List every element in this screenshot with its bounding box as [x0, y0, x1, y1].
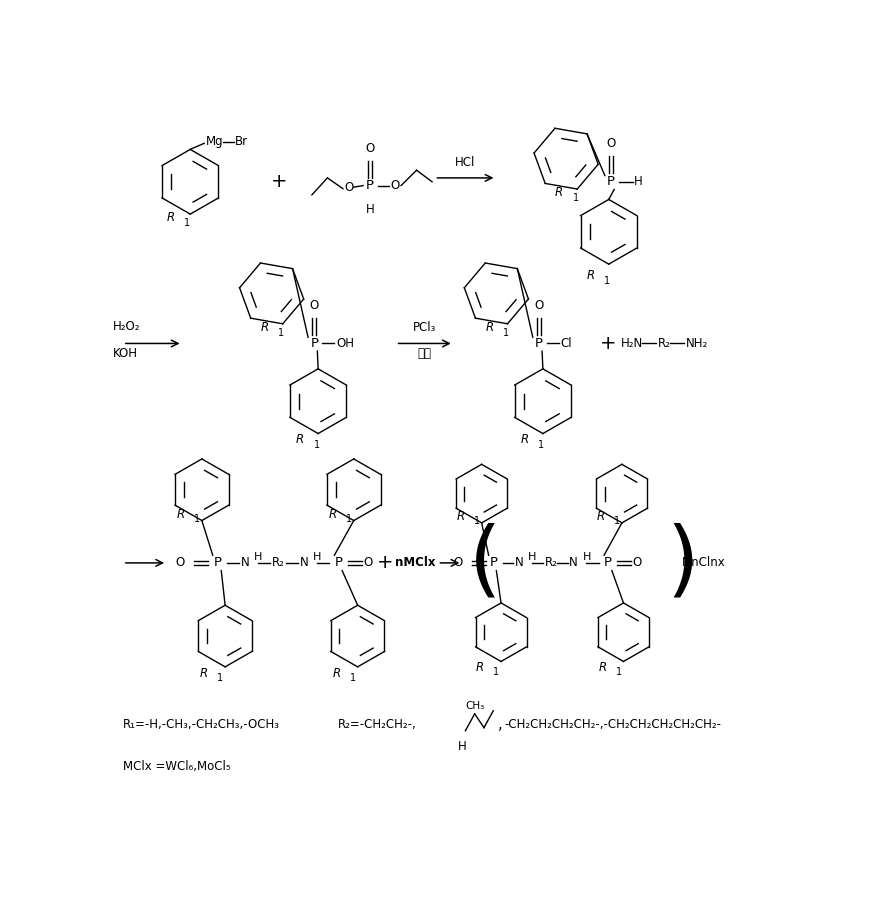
- Text: 1: 1: [314, 440, 320, 450]
- Text: R: R: [521, 433, 529, 446]
- Text: O: O: [309, 299, 319, 312]
- Text: R: R: [166, 212, 175, 224]
- Text: +: +: [271, 172, 287, 191]
- Text: R₁=-H,-CH₃,-CH₂CH₃,-OCH₃: R₁=-H,-CH₃,-CH₂CH₃,-OCH₃: [123, 718, 280, 731]
- Text: MnClnx: MnClnx: [682, 557, 726, 569]
- Text: 1: 1: [538, 440, 544, 450]
- Text: R₂: R₂: [272, 557, 285, 569]
- Text: N: N: [570, 557, 578, 569]
- Text: PCl₃: PCl₃: [413, 321, 436, 334]
- Text: R: R: [555, 186, 564, 199]
- Text: H₂N: H₂N: [620, 337, 643, 350]
- Text: MClx =WCl₆,MoCl₅: MClx =WCl₆,MoCl₅: [123, 760, 231, 774]
- Text: ,: ,: [498, 717, 503, 732]
- Text: 1: 1: [278, 328, 284, 338]
- Text: O: O: [363, 557, 372, 569]
- Text: O: O: [390, 179, 400, 192]
- Text: 1: 1: [614, 517, 620, 527]
- Text: 1: 1: [218, 672, 224, 682]
- Text: O: O: [606, 138, 616, 150]
- Text: R: R: [485, 321, 494, 334]
- Text: H: H: [313, 552, 321, 562]
- Text: O: O: [176, 557, 185, 569]
- Text: +: +: [600, 334, 616, 353]
- Text: R₂: R₂: [658, 337, 671, 350]
- Text: P: P: [366, 179, 374, 192]
- Text: ): ): [666, 522, 699, 604]
- Text: P: P: [607, 176, 615, 188]
- Text: nMClx: nMClx: [395, 557, 436, 569]
- Text: P: P: [334, 557, 342, 569]
- Text: KOH: KOH: [112, 348, 138, 360]
- Text: P: P: [535, 337, 543, 350]
- Text: R: R: [456, 510, 464, 523]
- Text: NH₂: NH₂: [685, 337, 708, 350]
- Text: H: H: [583, 552, 591, 562]
- Text: 1: 1: [184, 218, 190, 228]
- Text: O: O: [344, 181, 354, 194]
- Text: H₂O₂: H₂O₂: [112, 320, 140, 333]
- Text: OH: OH: [336, 337, 354, 350]
- Text: O: O: [535, 299, 544, 312]
- Text: 1: 1: [616, 667, 622, 677]
- Text: Br: Br: [235, 135, 248, 148]
- Text: H: H: [366, 203, 375, 215]
- Text: R: R: [260, 321, 269, 334]
- Text: 1: 1: [503, 328, 509, 338]
- Text: 1: 1: [474, 517, 480, 527]
- Text: O: O: [366, 142, 375, 155]
- Text: P: P: [310, 337, 318, 350]
- Text: Mg: Mg: [206, 135, 223, 148]
- Text: 甲苯: 甲苯: [417, 348, 431, 360]
- Text: P: P: [213, 557, 221, 569]
- Text: HCl: HCl: [456, 156, 476, 168]
- Text: H: H: [458, 740, 467, 753]
- Text: R: R: [476, 662, 484, 674]
- Text: R: R: [333, 666, 341, 680]
- Text: R: R: [177, 508, 185, 521]
- Text: N: N: [300, 557, 308, 569]
- Text: R: R: [200, 666, 208, 680]
- Text: 1: 1: [493, 667, 499, 677]
- Text: H: H: [528, 552, 537, 562]
- Text: O: O: [632, 557, 642, 569]
- Text: P: P: [604, 557, 612, 569]
- Text: R: R: [598, 662, 606, 674]
- Text: H: H: [253, 552, 262, 562]
- Text: 1: 1: [604, 276, 611, 286]
- Text: (: (: [469, 522, 501, 604]
- Text: N: N: [515, 557, 523, 569]
- Text: R₂: R₂: [544, 557, 557, 569]
- Text: R₂=-CH₂CH₂-,: R₂=-CH₂CH₂-,: [337, 718, 416, 731]
- Text: R: R: [328, 508, 337, 521]
- Text: 1: 1: [350, 672, 356, 682]
- Text: P: P: [490, 557, 497, 569]
- Text: -CH₂CH₂CH₂CH₂-,-CH₂CH₂CH₂CH₂CH₂-: -CH₂CH₂CH₂CH₂-,-CH₂CH₂CH₂CH₂CH₂-: [504, 718, 721, 731]
- Text: +: +: [376, 553, 393, 572]
- Text: R: R: [587, 269, 595, 282]
- Text: 1: 1: [194, 514, 200, 524]
- Text: 1: 1: [346, 514, 352, 524]
- Text: R: R: [597, 510, 604, 523]
- Text: N: N: [240, 557, 249, 569]
- Text: 1: 1: [572, 194, 578, 204]
- Text: CH₃: CH₃: [465, 701, 484, 711]
- Text: R: R: [296, 433, 304, 446]
- Text: O: O: [453, 557, 463, 569]
- Text: H: H: [634, 176, 643, 188]
- Text: Cl: Cl: [561, 337, 572, 350]
